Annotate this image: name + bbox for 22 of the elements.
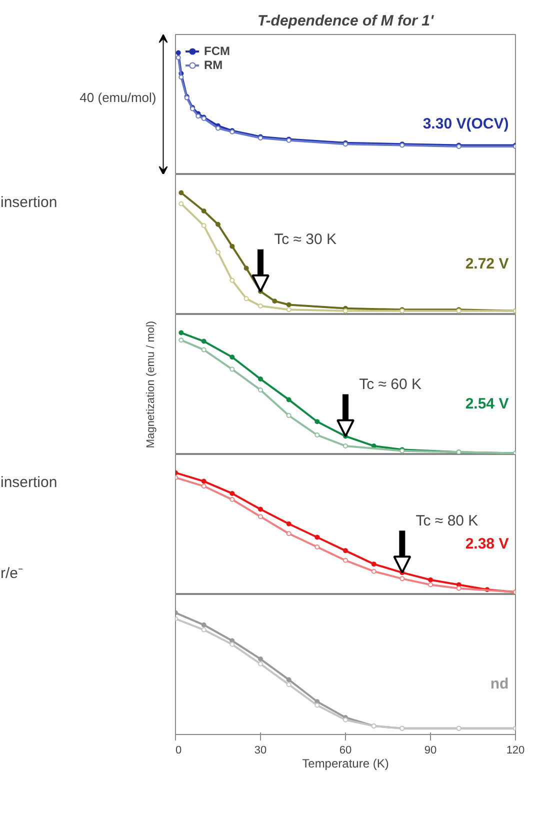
x-tick-label: 30 <box>254 744 267 756</box>
legend-label: RM <box>204 58 224 72</box>
x-tick-label: 120 <box>506 744 525 756</box>
annotation: Tc ≈ 60 K <box>359 376 422 393</box>
annotation: 2.72 V <box>465 256 509 272</box>
x-tick-label: 60 <box>339 744 352 756</box>
annotation: 2.38 V <box>465 536 509 552</box>
annotation: 3.30 V(OCV) <box>422 116 509 132</box>
legend-label: FCM <box>204 44 230 58</box>
annotation: 2.54 V <box>465 396 509 412</box>
x-tick-label: 0 <box>176 744 182 756</box>
chart-title: T-dependence of M for 1' <box>257 12 434 30</box>
annotation: Tc ≈ 30 K <box>274 231 337 248</box>
text: insertion <box>0 474 58 491</box>
text: insertion <box>0 194 58 211</box>
annotation: nd <box>490 676 509 692</box>
annotation: Tc ≈ 80 K <box>416 512 478 530</box>
x-axis-title: Temperature (K) <box>302 756 389 770</box>
y-axis-title: Magnetization (emu / mol) <box>145 320 157 448</box>
text: 40 (emu/mol) <box>80 90 156 105</box>
text: r/e⁻ <box>0 565 24 582</box>
x-tick-label: 90 <box>424 744 437 756</box>
